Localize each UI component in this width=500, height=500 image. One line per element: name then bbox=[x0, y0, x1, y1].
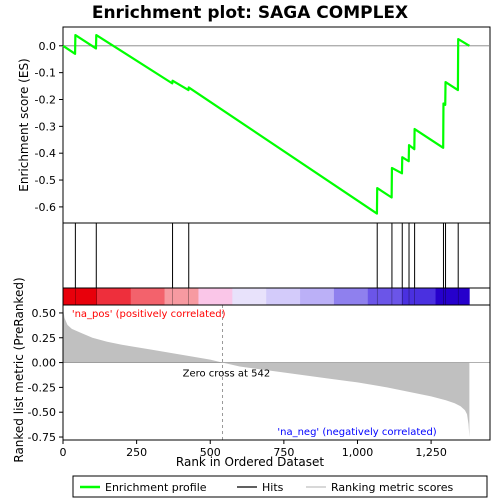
metric-y-tick-label: -0.25 bbox=[28, 381, 56, 394]
neg-correlated-label: 'na_neg' (negatively correlated) bbox=[277, 427, 436, 438]
es-y-axis-label: Enrichment score (ES) bbox=[17, 58, 31, 191]
es-y-tick-label: -0.1 bbox=[35, 67, 56, 80]
x-tick-label: 0 bbox=[60, 446, 67, 459]
x-tick-label: 1,000 bbox=[342, 446, 374, 459]
x-axis: 0 250 500 750 1,000 1,250 bbox=[60, 440, 447, 459]
metric-y-tick-label: -0.75 bbox=[28, 431, 56, 444]
metric-panel: 0.50 0.25 0.00 -0.25 -0.50 -0.75 'na_pos' (pos… bbox=[28, 304, 491, 444]
heatmap-segment bbox=[96, 288, 132, 305]
hits-panel bbox=[62, 222, 491, 289]
ranking-metric-area bbox=[63, 307, 470, 438]
hits-panel-frame bbox=[62, 222, 491, 289]
enrichment-profile-line bbox=[62, 33, 470, 215]
legend-entry: Ranking metric scores bbox=[331, 481, 453, 494]
metric-y-tick-label: -0.50 bbox=[28, 406, 56, 419]
metric-y-tick-label: 0.00 bbox=[32, 357, 57, 370]
metric-y-tick-label: 0.25 bbox=[32, 332, 57, 345]
pos-correlated-label: 'na_pos' (positively correlated) bbox=[72, 309, 226, 320]
heatmap-segment bbox=[63, 288, 98, 305]
heatmap-segment bbox=[130, 288, 165, 305]
legend-box bbox=[72, 475, 488, 498]
x-tick-label: 500 bbox=[200, 446, 221, 459]
x-tick-label: 750 bbox=[273, 446, 294, 459]
es-y-tick-label: -0.5 bbox=[35, 174, 56, 187]
es-panel-frame bbox=[62, 26, 491, 224]
zero-cross-label: Zero cross at 542 bbox=[183, 369, 271, 380]
es-y-tick-label: 0.0 bbox=[39, 40, 57, 53]
legend-entry: Enrichment profile bbox=[105, 481, 207, 494]
es-panel: 0.0 -0.1 -0.2 -0.3 -0.4 -0.5 -0.6 bbox=[35, 26, 491, 224]
legend-entry: Hits bbox=[262, 481, 284, 494]
es-y-tick-label: -0.4 bbox=[35, 147, 56, 160]
metric-y-tick-label: 0.50 bbox=[32, 307, 57, 320]
legend: Enrichment profile Hits Ranking metric sco… bbox=[72, 475, 488, 498]
heatmap-segment bbox=[435, 288, 470, 305]
heatmap-segment bbox=[333, 288, 369, 305]
rank-heatmap bbox=[62, 287, 491, 306]
metric-panel-frame bbox=[62, 304, 491, 441]
heatmap-segment bbox=[164, 288, 199, 305]
es-y-tick-label: -0.6 bbox=[35, 201, 56, 214]
heatmap-segment bbox=[367, 288, 402, 305]
es-y-tick-label: -0.3 bbox=[35, 120, 56, 133]
es-y-tick-label: -0.2 bbox=[35, 93, 56, 106]
x-tick-label: 1,250 bbox=[415, 446, 447, 459]
x-tick-label: 250 bbox=[126, 446, 147, 459]
heatmap-segment bbox=[401, 288, 436, 305]
heatmap-segment bbox=[198, 288, 233, 305]
heatmap-segment bbox=[266, 288, 301, 305]
chart-title: Enrichment plot: SAGA COMPLEX bbox=[92, 3, 408, 23]
metric-y-axis-label: Ranked list metric (PreRanked) bbox=[12, 277, 26, 462]
x-axis-label: Rank in Ordered Dataset bbox=[176, 455, 324, 469]
heatmap-segment bbox=[300, 288, 335, 305]
heatmap-segment bbox=[232, 288, 267, 305]
